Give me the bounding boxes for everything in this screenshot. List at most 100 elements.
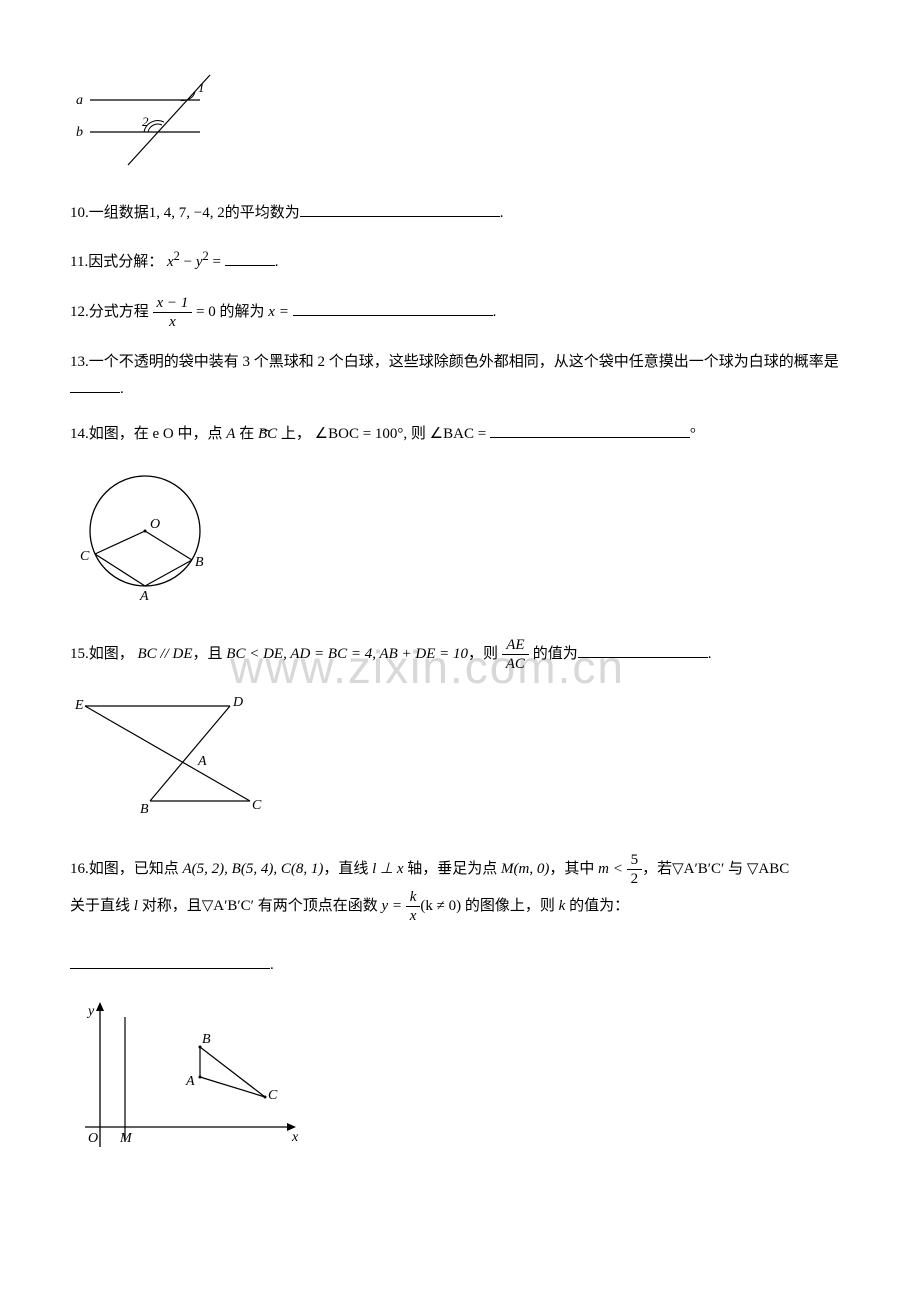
q10-period: . [500, 205, 504, 221]
q16-t5: ，若 [642, 861, 672, 877]
q12-t2: 的解为 [220, 304, 265, 320]
q16-t1: 如图，已知点 [89, 861, 183, 877]
q11-x: x [167, 254, 174, 270]
q14-t1: 如图，在 [89, 426, 149, 442]
q11-num: 11. [70, 254, 88, 270]
q15-fnum: AE [502, 636, 529, 655]
q16-tri2: ▽ABC [747, 861, 789, 877]
q16-t4: ，其中 [549, 861, 598, 877]
q16-t9: 有两个顶点在函数 [254, 898, 382, 914]
q14-eO: e O [153, 426, 174, 442]
question-16: 16.如图，已知点 A(5, 2), B(5, 4), C(8, 1)，直线 l… [70, 851, 850, 979]
q16-ptM: M(m, 0) [501, 861, 549, 877]
label-C: C [252, 798, 262, 813]
question-11: 11.因式分解： x2 − y2 = . [70, 245, 850, 276]
question-15: 15.如图， BC // DE，且 BC < DE, AD = BC = 4, … [70, 636, 850, 673]
q16-t11: 的值为： [565, 898, 629, 914]
label-O: O [88, 1131, 98, 1146]
q16-t7: 关于直线 [70, 898, 134, 914]
q14-t4: 上， [277, 426, 311, 442]
fig-similar-triangles: E D A B C [70, 691, 850, 831]
q12-period: . [493, 304, 497, 320]
fig-coordinate-axes: y x O M A B C [70, 997, 850, 1167]
q14-blank [490, 423, 690, 438]
label-C: C [80, 549, 90, 564]
label-D: D [232, 695, 243, 710]
label-angle-1: 1 [198, 80, 205, 95]
q16-t10: 的图像上，则 [461, 898, 559, 914]
label-M: M [119, 1131, 133, 1146]
q16-ineqm: m < [598, 861, 626, 877]
q12-x: x = [268, 304, 292, 320]
label-b: b [76, 125, 83, 140]
q16-blank [70, 954, 270, 969]
question-12: 12.分式方程 x − 1 x = 0 的解为 x = . [70, 294, 850, 331]
q11-period: . [275, 254, 279, 270]
q16-t6: 与 [724, 861, 747, 877]
q15-fden: AC [502, 655, 529, 673]
q10-data: 1, 4, 7, −4, 2 [149, 205, 225, 221]
q16-lperp: l ⊥ x [372, 861, 403, 877]
q15-ineq: BC < DE, AD = BC = 4, AB + DE = 10 [226, 646, 468, 662]
label-A: A [139, 589, 149, 604]
label-O: O [150, 517, 160, 532]
q15-blank [578, 643, 708, 658]
q12-num: 12. [70, 304, 89, 320]
q12-eq0: = 0 [196, 304, 216, 320]
q16-tri1: ▽A′B′C′ [672, 861, 724, 877]
q10-num: 10. [70, 205, 89, 221]
q12-t1: 分式方程 [89, 304, 149, 320]
q16-period: . [270, 957, 274, 973]
q15-t3: ，则 [468, 646, 502, 662]
q13-t1: 一个不透明的袋中装有 3 个黑球和 2 个白球，这些球除颜色外都相同，从这个袋中… [89, 354, 839, 370]
label-E: E [74, 698, 84, 713]
q16-t2: ，直线 [323, 861, 372, 877]
q11-blank [225, 251, 275, 266]
label-B: B [140, 802, 149, 817]
q16-t8: 对称，且 [138, 898, 202, 914]
q15-t4: 的值为 [533, 646, 578, 662]
q14-angle-bac: ∠BAC = [430, 426, 490, 442]
q16-y: y = [381, 898, 405, 914]
label-a: a [76, 93, 83, 108]
label-B: B [195, 555, 204, 570]
q14-angle-boc: ∠BOC = 100°, [315, 426, 408, 442]
q12-den-frac: x [153, 313, 193, 331]
label-B2: B [202, 1032, 211, 1047]
label-C2: C [268, 1088, 278, 1103]
q10-t2: 的平均数为 [225, 205, 300, 221]
q11-minus: − [180, 254, 196, 270]
q11-t1: 因式分解： [88, 254, 163, 270]
q15-t2: ，且 [193, 646, 227, 662]
q16-frac1: 52 [627, 851, 643, 888]
q15-frac: AE AC [502, 636, 529, 673]
q10-t1: 一组数据 [89, 205, 149, 221]
q14-t5: 则 [411, 426, 430, 442]
q13-num: 13. [70, 354, 89, 370]
q13-blank [70, 378, 120, 393]
question-14: 14.如图，在 e O 中，点 A 在 ⌢BC 上， ∠BOC = 100°, … [70, 421, 850, 448]
label-A2: A [185, 1074, 195, 1089]
q16-condk: (k ≠ 0) [420, 898, 461, 914]
q16-pts: A(5, 2), B(5, 4), C(8, 1) [183, 861, 324, 877]
label-y: y [86, 1004, 95, 1019]
q16-t3: 轴，垂足为点 [404, 861, 502, 877]
q14-deg: ° [690, 426, 696, 442]
q14-num: 14. [70, 426, 89, 442]
q15-period: . [708, 646, 712, 662]
fig-parallel-lines: a b 1 2 [70, 70, 850, 180]
q14-arc-bc: ⌢BC [258, 426, 277, 442]
q10-blank [300, 202, 500, 217]
q15-num: 15. [70, 646, 89, 662]
label-A: A [197, 754, 207, 769]
q12-blank [293, 301, 493, 316]
fig-circle: O C B A [70, 466, 850, 616]
q15-parallel: BC // DE [138, 646, 193, 662]
q11-eq: = [209, 254, 225, 270]
q15-t1: 如图， [89, 646, 134, 662]
q14-t3: 在 [235, 426, 258, 442]
q12-num-frac: x − 1 [153, 294, 193, 313]
q16-frac2: kx [406, 888, 421, 925]
question-10: 10.一组数据1, 4, 7, −4, 2的平均数为. [70, 200, 850, 227]
q16-tri3: ▽A′B′C′ [202, 898, 254, 914]
